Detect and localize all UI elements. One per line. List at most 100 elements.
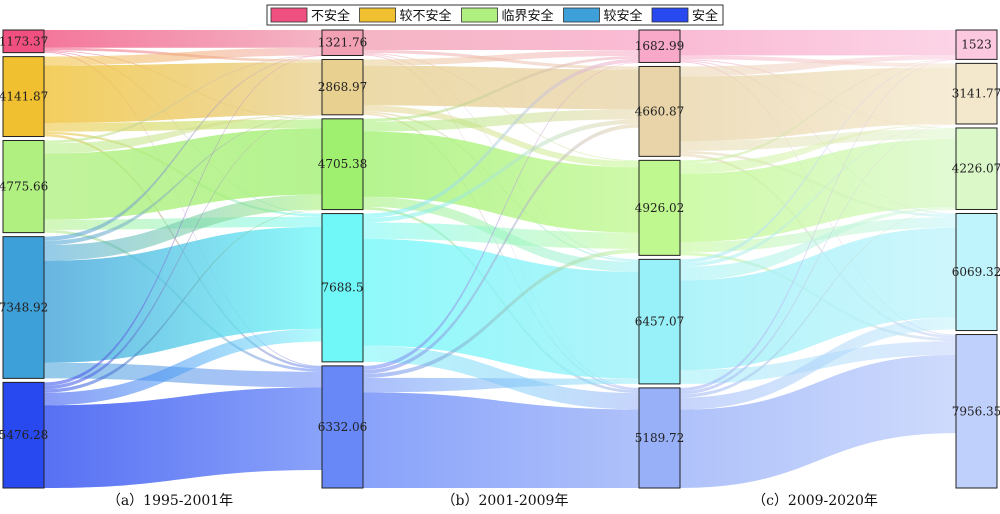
node-label-3-1: 3141.77 xyxy=(952,87,1000,101)
period-label-2: （c）2009-2020年 xyxy=(752,493,878,509)
node-label-1-3: 7688.5 xyxy=(322,281,364,295)
flow-link-0-4-1 xyxy=(44,114,322,390)
node-2-2 xyxy=(638,159,681,256)
node-0-1 xyxy=(2,56,45,138)
node-label-0-2: 4775.66 xyxy=(0,180,48,194)
node-0-0 xyxy=(2,29,45,54)
flow-link-0-3-4 xyxy=(44,362,322,388)
flow-links xyxy=(44,30,956,488)
flow-link-1-2-0 xyxy=(363,56,639,122)
flow-link-2-1-4 xyxy=(680,153,956,339)
flow-link-2-4-0 xyxy=(680,59,956,392)
flow-link-2-2-1 xyxy=(680,123,956,174)
flow-link-0-4-3 xyxy=(44,328,322,406)
node-3-2 xyxy=(955,127,998,210)
node-label-2-1: 4660.87 xyxy=(635,104,685,118)
node-0-2 xyxy=(2,140,45,234)
legend-swatch-3 xyxy=(563,7,600,23)
flow-link-2-4-4 xyxy=(680,354,956,488)
flow-link-1-2-1 xyxy=(363,109,639,132)
flow-link-1-4-2 xyxy=(363,248,639,378)
category-nodes: 1173.37 4141.87 4775.66 7348.92 5476.28 1321.… xyxy=(0,29,1000,489)
flow-link-1-4-0 xyxy=(363,62,639,370)
node-0-4 xyxy=(2,381,45,489)
node-label-2-0: 1682.99 xyxy=(635,39,685,53)
node-2-0 xyxy=(638,29,681,63)
flow-link-0-4-4 xyxy=(44,387,322,488)
period-label-0: （a）1995-2001年 xyxy=(107,493,233,509)
flow-link-1-3-2 xyxy=(363,222,639,249)
node-3-4 xyxy=(955,334,998,489)
flow-link-2-3-0 xyxy=(680,59,956,264)
legend-label-0: 不安全 xyxy=(311,8,350,24)
flow-link-1-4-4 xyxy=(363,392,639,488)
node-label-0-3: 7348.92 xyxy=(0,301,48,315)
node-label-3-4: 7956.35 xyxy=(952,404,1000,418)
node-2-4 xyxy=(638,387,681,489)
flow-link-0-1-0 xyxy=(44,47,322,66)
node-label-1-0: 1321.76 xyxy=(318,36,368,50)
node-0-3 xyxy=(2,236,45,379)
flow-link-0-3-1 xyxy=(44,114,322,246)
node-1-3 xyxy=(321,213,364,363)
flow-link-1-2-2 xyxy=(363,131,639,233)
flow-link-0-2-0 xyxy=(44,55,322,144)
legend: 不安全 较不安全 临界安全 较安全 安全 xyxy=(266,4,724,26)
node-2-3 xyxy=(638,258,681,385)
node-1-1 xyxy=(321,58,364,116)
flow-link-2-3-3 xyxy=(680,227,956,371)
node-label-3-3: 6069.32 xyxy=(952,265,1000,279)
flow-link-1-1-0 xyxy=(363,49,639,66)
node-label-3-2: 4226.07 xyxy=(952,162,1000,176)
legend-swatch-4 xyxy=(651,7,689,23)
node-label-1-1: 2868.97 xyxy=(318,80,368,94)
flow-link-1-3-1 xyxy=(363,119,639,223)
node-1-4 xyxy=(321,365,364,489)
flow-link-1-3-3 xyxy=(363,238,639,379)
flow-link-0-4-0 xyxy=(44,55,322,386)
legend-label-3: 较安全 xyxy=(604,8,643,24)
node-label-2-4: 5189.72 xyxy=(635,431,685,445)
flow-link-2-1-2 xyxy=(680,129,956,151)
node-2-1 xyxy=(638,65,681,157)
flow-link-0-3-3 xyxy=(44,226,322,363)
flow-link-2-2-0 xyxy=(680,59,956,164)
node-1-2 xyxy=(321,118,364,211)
flow-link-0-3-2 xyxy=(44,194,322,261)
flow-link-2-3-2 xyxy=(680,207,956,281)
legend-label-2: 临界安全 xyxy=(502,8,554,24)
flow-link-0-3-0 xyxy=(44,55,322,241)
legend-label-4: 安全 xyxy=(692,8,718,24)
node-label-3-0: 1523 xyxy=(961,38,992,52)
flow-link-1-4-3 xyxy=(363,377,639,393)
node-label-0-1: 4141.87 xyxy=(0,90,48,104)
flow-link-2-4-1 xyxy=(680,123,956,395)
flow-link-2-0-0 xyxy=(680,30,956,56)
legend-swatch-2 xyxy=(461,7,498,23)
node-3-0 xyxy=(955,29,998,60)
node-label-1-2: 4705.38 xyxy=(318,157,368,171)
flow-link-0-0-4 xyxy=(44,51,322,367)
node-label-2-3: 6457.07 xyxy=(635,315,685,329)
period-label-1: （b）2001-2009年 xyxy=(442,493,569,509)
flow-link-1-1-4 xyxy=(363,113,639,391)
flow-link-2-4-2 xyxy=(680,209,956,398)
flow-link-1-0-4 xyxy=(363,54,639,389)
node-1-0 xyxy=(321,29,364,56)
flow-link-0-2-2 xyxy=(44,128,322,220)
flow-link-1-4-1 xyxy=(363,123,639,374)
legend-swatch-0 xyxy=(270,7,308,23)
flow-link-2-1-0 xyxy=(680,55,956,77)
node-3-1 xyxy=(955,62,998,125)
node-label-0-0: 1173.37 xyxy=(0,34,48,48)
flow-link-0-4-2 xyxy=(44,209,322,393)
legend-label-1: 较不安全 xyxy=(400,8,452,24)
flow-link-0-0-0 xyxy=(44,30,322,48)
period-labels: （a）1995-2001年 （b）2001-2009年 （c）2009-2020年 xyxy=(107,493,878,509)
flow-link-2-3-1 xyxy=(680,123,956,267)
flow-link-0-2-1 xyxy=(44,114,322,154)
flow-link-1-0-0 xyxy=(363,30,639,50)
node-label-0-4: 5476.28 xyxy=(0,428,48,442)
flow-link-1-3-0 xyxy=(363,58,639,219)
